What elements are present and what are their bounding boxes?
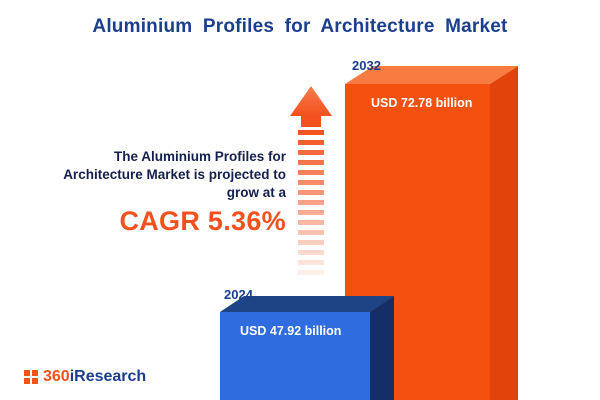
annotation-block: The Aluminium Profiles for Architecture … bbox=[18, 148, 286, 236]
bar-2024-year-label: 2024 bbox=[224, 287, 253, 302]
bar-2032-top-face bbox=[345, 66, 518, 84]
brand-logo: 360iResearch bbox=[24, 368, 146, 386]
logo-squares-icon bbox=[24, 370, 38, 384]
cagr-value: CAGR 5.36% bbox=[119, 206, 286, 236]
bar-2032-value-label: USD 72.78 billion bbox=[371, 96, 473, 110]
growth-arrow-icon bbox=[290, 86, 332, 116]
growth-arrow-stem bbox=[301, 115, 321, 127]
logo-text-accent: 360 bbox=[43, 368, 70, 385]
logo-text: 360iResearch bbox=[43, 368, 146, 386]
bar-2024-value-label: USD 47.92 billion bbox=[240, 324, 342, 338]
logo-text-rest: iResearch bbox=[69, 368, 147, 385]
bar-2024-side-face bbox=[370, 296, 394, 400]
growth-arrow-dashed-tail bbox=[298, 130, 324, 276]
bar-2024 bbox=[220, 312, 370, 400]
bar-2032-side-face bbox=[490, 66, 518, 400]
bar-2024-top-face bbox=[220, 296, 394, 312]
page-title: Aluminium Profiles for Architecture Mark… bbox=[92, 16, 508, 37]
annotation-line: grow at a bbox=[226, 185, 286, 200]
bar-2032-year-label: 2032 bbox=[352, 58, 381, 73]
annotation-line: Architecture Market is projected to bbox=[63, 167, 286, 182]
annotation-line: The Aluminium Profiles for bbox=[113, 149, 286, 164]
